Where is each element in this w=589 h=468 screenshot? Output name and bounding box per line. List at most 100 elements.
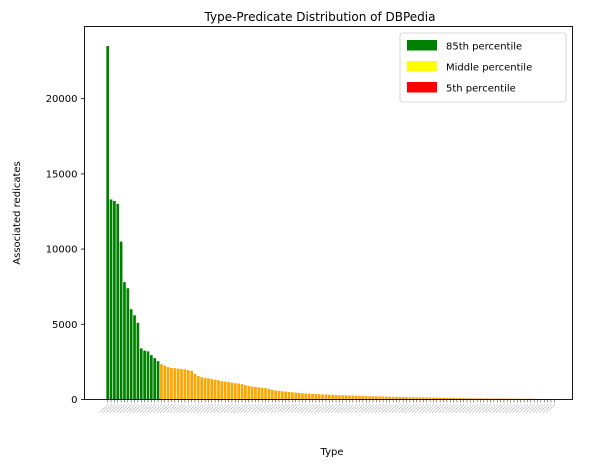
- bar-middle: [220, 381, 224, 400]
- x-tick-label: [509, 404, 519, 413]
- bar-middle: [381, 396, 385, 400]
- bar-middle: [405, 397, 408, 400]
- x-tick-label: [146, 404, 156, 413]
- x-tick-label: [133, 404, 143, 413]
- bar-middle: [408, 397, 412, 400]
- bar-middle: [183, 369, 187, 400]
- bar-middle: [351, 395, 355, 400]
- x-tick-label: [183, 404, 193, 413]
- bar-top: [113, 200, 116, 400]
- x-tick-label: [492, 404, 502, 413]
- x-tick-label: [455, 404, 465, 413]
- bar-middle: [422, 397, 425, 400]
- x-tick-label: [445, 404, 455, 413]
- x-tick-label: [388, 404, 398, 413]
- bar-top: [153, 358, 157, 400]
- x-tick-label: [371, 404, 381, 413]
- x-tick-label: [203, 404, 213, 413]
- x-tick-label: [542, 404, 552, 413]
- x-tick-label: [102, 404, 112, 413]
- x-tick-label: [401, 404, 411, 413]
- bar-middle: [455, 398, 459, 400]
- x-tick-label: [297, 404, 307, 413]
- x-tick-label: [515, 404, 525, 413]
- x-tick-label: [438, 404, 448, 413]
- x-tick-label: [263, 404, 274, 413]
- x-tick-label: [324, 404, 334, 413]
- bar-middle: [499, 398, 502, 400]
- bar-middle: [173, 368, 177, 400]
- x-tick-label: [109, 404, 119, 413]
- y-axis-label: Associated redicates: [12, 161, 23, 264]
- bar-middle: [338, 395, 341, 400]
- x-tick-label: [394, 404, 405, 413]
- bar-middle: [294, 392, 298, 400]
- x-tick-label: [210, 404, 220, 413]
- y-tick-label: 5000: [52, 320, 77, 331]
- bar-middle: [190, 370, 193, 400]
- bar-top: [116, 203, 120, 400]
- x-tick-label: [341, 404, 351, 413]
- x-tick-label: [364, 404, 374, 413]
- bar-middle: [411, 397, 415, 400]
- bar-middle: [364, 396, 368, 400]
- bar-middle: [200, 377, 204, 400]
- bar-middle: [210, 379, 214, 400]
- x-tick-label: [358, 404, 368, 413]
- bar-middle: [277, 390, 281, 400]
- bar-middle: [203, 377, 207, 400]
- bar-top: [109, 199, 113, 400]
- y-tick-label: 10000: [46, 245, 78, 256]
- bar-top: [119, 241, 123, 400]
- bar-middle: [227, 382, 230, 400]
- bar-middle: [428, 397, 432, 400]
- x-tick-label: [428, 404, 438, 413]
- x-tick-label: [512, 404, 522, 413]
- x-tick-label: [384, 404, 394, 413]
- bar-middle: [304, 393, 308, 400]
- bar-middle: [448, 397, 452, 400]
- bar-middle: [260, 387, 264, 400]
- x-tick-label: [472, 404, 482, 413]
- bar-middle: [395, 396, 398, 400]
- bars-group: [106, 46, 556, 400]
- x-tick-label: [237, 404, 247, 413]
- x-tick-label: [462, 404, 472, 413]
- x-tick-label: [408, 404, 418, 413]
- bar-middle: [280, 391, 284, 400]
- bar-middle: [472, 398, 476, 400]
- bar-middle: [267, 388, 271, 400]
- bar-middle: [479, 398, 482, 400]
- x-tick-label: [274, 404, 284, 413]
- bar-middle: [160, 364, 163, 400]
- bar-middle: [341, 395, 345, 400]
- x-tick-label: [502, 404, 512, 413]
- x-tick-label: [169, 404, 180, 413]
- x-tick-label: [149, 404, 159, 413]
- x-tick-label: [116, 404, 126, 413]
- x-tick-label: [240, 404, 250, 413]
- bar-middle: [284, 391, 288, 400]
- bar-middle: [217, 380, 220, 400]
- x-tick-label: [304, 404, 314, 413]
- bar-middle: [509, 398, 513, 400]
- x-tick-label: [368, 404, 378, 413]
- x-tick-label: [354, 404, 364, 413]
- bar-middle: [354, 395, 358, 400]
- bar-top: [136, 322, 140, 400]
- x-tick-label: [351, 404, 361, 413]
- x-tick-label: [485, 404, 495, 413]
- bar-middle: [314, 394, 318, 400]
- x-tick-label: [153, 404, 163, 413]
- bar-middle: [368, 396, 371, 400]
- x-tick-label: [139, 404, 149, 413]
- bar-middle: [163, 365, 167, 400]
- x-tick-label: [539, 404, 549, 413]
- bar-middle: [425, 397, 429, 400]
- bar-middle: [388, 396, 392, 400]
- bar-middle: [415, 397, 418, 400]
- y-tick-label: 15000: [46, 169, 78, 180]
- x-tick-label: [106, 404, 116, 413]
- bar-middle: [213, 379, 217, 400]
